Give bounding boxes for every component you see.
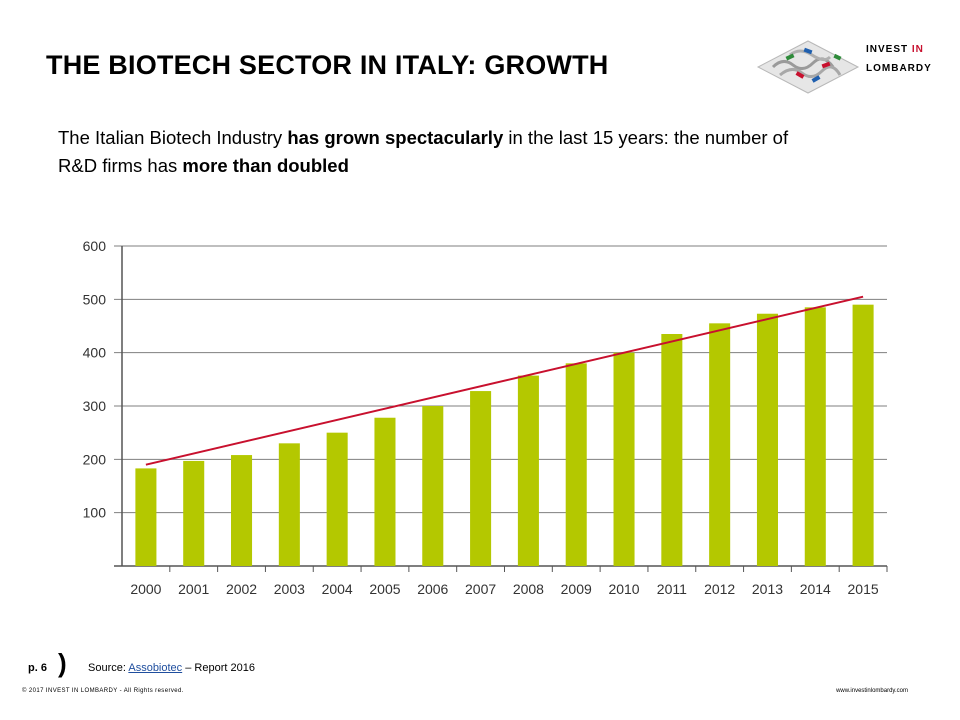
y-tick-label: 200 (83, 451, 107, 467)
x-tick-label: 2015 (848, 581, 879, 597)
logo-wordmark: INVEST IN LOMBARDY (866, 40, 932, 78)
invest-in-lombardy-logo (756, 40, 860, 94)
bar-2009 (565, 363, 587, 566)
x-tick-label: 2008 (513, 581, 544, 597)
x-tick-label: 2004 (322, 581, 353, 597)
page-bracket: ) (58, 648, 67, 678)
intro-run-1: has grown spectacularly (287, 127, 504, 148)
bar-2011 (661, 334, 683, 566)
bar-2008 (517, 375, 539, 566)
x-tick-label: 2010 (608, 581, 639, 597)
x-tick-label: 2000 (130, 581, 161, 597)
bar-2010 (613, 352, 635, 566)
bar-2002 (231, 455, 253, 566)
intro-run-0: The Italian Biotech Industry (58, 127, 288, 148)
bar-2012 (709, 323, 731, 566)
x-tick-label: 2005 (369, 581, 400, 597)
source-suffix: – Report 2016 (182, 662, 255, 674)
source-citation: Source: Assobiotec – Report 2016 (88, 662, 255, 674)
x-tick-label: 2001 (178, 581, 209, 597)
logo-text-in: IN (911, 44, 924, 55)
y-tick-label: 400 (83, 345, 107, 361)
bar-2015 (852, 304, 874, 566)
bar-2005 (374, 417, 396, 566)
bar-2003 (278, 443, 300, 566)
copyright-notice: © 2017 INVEST IN LOMBARDY - All Rights r… (22, 688, 184, 694)
x-tick-label: 2006 (417, 581, 448, 597)
x-tick-label: 2011 (657, 581, 687, 597)
x-tick-label: 2013 (752, 581, 783, 597)
source-prefix: Source: (88, 662, 129, 674)
x-tick-label: 2009 (561, 581, 592, 597)
bar-2000 (135, 468, 157, 566)
trend-line (145, 295, 864, 466)
source-link[interactable]: Assobiotec (128, 662, 183, 674)
y-tick-label: 300 (83, 398, 107, 414)
bar-2004 (326, 432, 348, 566)
x-tick-label: 2007 (465, 581, 496, 597)
y-tick-label: 100 (83, 505, 107, 521)
y-tick-label: 600 (83, 238, 107, 254)
bar-2001 (183, 460, 205, 566)
x-tick-label: 2012 (704, 581, 735, 597)
intro-run-3: more than doubled (182, 155, 349, 176)
page-number: p. 6 (28, 662, 47, 674)
x-tick-label: 2003 (274, 581, 305, 597)
bar-2007 (470, 391, 492, 566)
website-url: www.investinlombardy.com (836, 688, 908, 694)
intro-paragraph: The Italian Biotech Industry has grown s… (58, 124, 818, 180)
logo-text-lombardy: LOMBARDY (866, 63, 932, 74)
bar-2006 (422, 406, 444, 566)
intro-run-2: in the last 15 years: the number of R&D … (58, 127, 789, 176)
bar-2013 (756, 313, 778, 566)
x-tick-label: 2002 (226, 581, 257, 597)
bar-2014 (804, 307, 826, 566)
y-tick-label: 500 (83, 291, 107, 307)
logo-text-invest: INVEST (866, 44, 912, 55)
page-title: THE BIOTECH SECTOR IN ITALY: GROWTH (46, 50, 609, 80)
x-tick-label: 2014 (800, 581, 831, 597)
